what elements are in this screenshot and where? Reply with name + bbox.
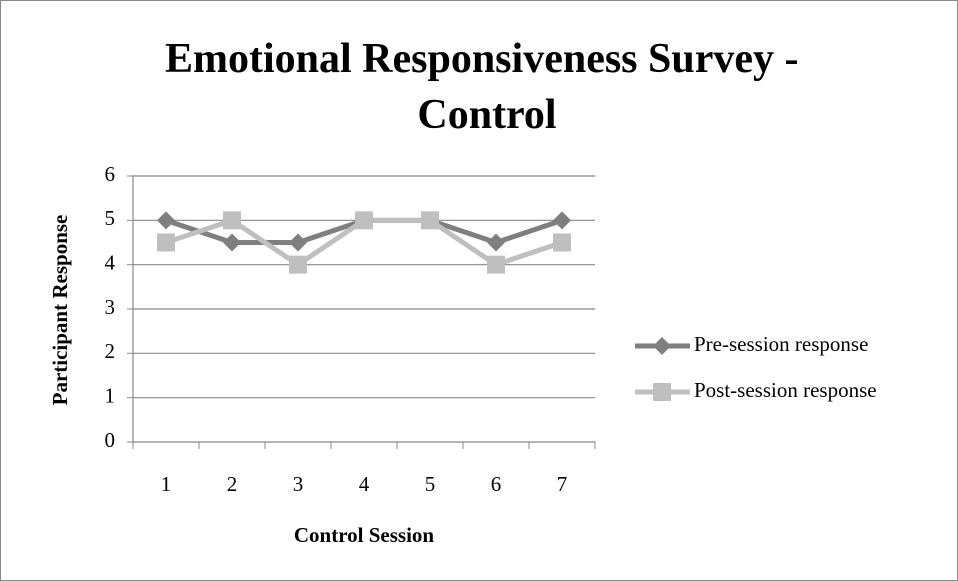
marker bbox=[289, 233, 307, 252]
marker bbox=[421, 211, 439, 230]
x-tick-label: 4 bbox=[359, 472, 370, 496]
x-tick-label: 1 bbox=[161, 472, 172, 496]
y-tick-label: 3 bbox=[105, 295, 116, 319]
chart-title: Emotional Responsiveness Survey - Contro… bbox=[165, 36, 809, 138]
marker bbox=[157, 211, 175, 230]
x-tick-label: 6 bbox=[491, 472, 502, 496]
marker bbox=[487, 255, 505, 274]
marker bbox=[223, 211, 241, 230]
legend-label: Post-session response bbox=[694, 378, 877, 402]
x-tick-label: 5 bbox=[425, 472, 436, 496]
y-axis-label: Participant Response bbox=[48, 215, 72, 406]
marker bbox=[553, 211, 571, 230]
y-tick-label: 0 bbox=[105, 428, 116, 452]
x-tick-label: 3 bbox=[293, 472, 304, 496]
x-tick-label: 7 bbox=[557, 472, 568, 496]
marker bbox=[487, 233, 505, 252]
marker bbox=[653, 337, 671, 355]
marker bbox=[355, 211, 373, 230]
marker bbox=[653, 383, 671, 401]
marker bbox=[223, 233, 241, 252]
marker bbox=[157, 233, 175, 252]
marker bbox=[553, 233, 571, 252]
legend-label: Pre-session response bbox=[694, 332, 868, 356]
marker bbox=[289, 255, 307, 274]
x-tick-label: 2 bbox=[227, 472, 238, 496]
y-tick-label: 1 bbox=[105, 383, 116, 407]
y-tick-label: 5 bbox=[105, 206, 116, 230]
y-tick-label: 4 bbox=[105, 250, 116, 274]
x-axis-label: Control Session bbox=[294, 523, 435, 547]
y-tick-label: 2 bbox=[105, 339, 116, 363]
y-tick-label: 6 bbox=[105, 162, 116, 186]
